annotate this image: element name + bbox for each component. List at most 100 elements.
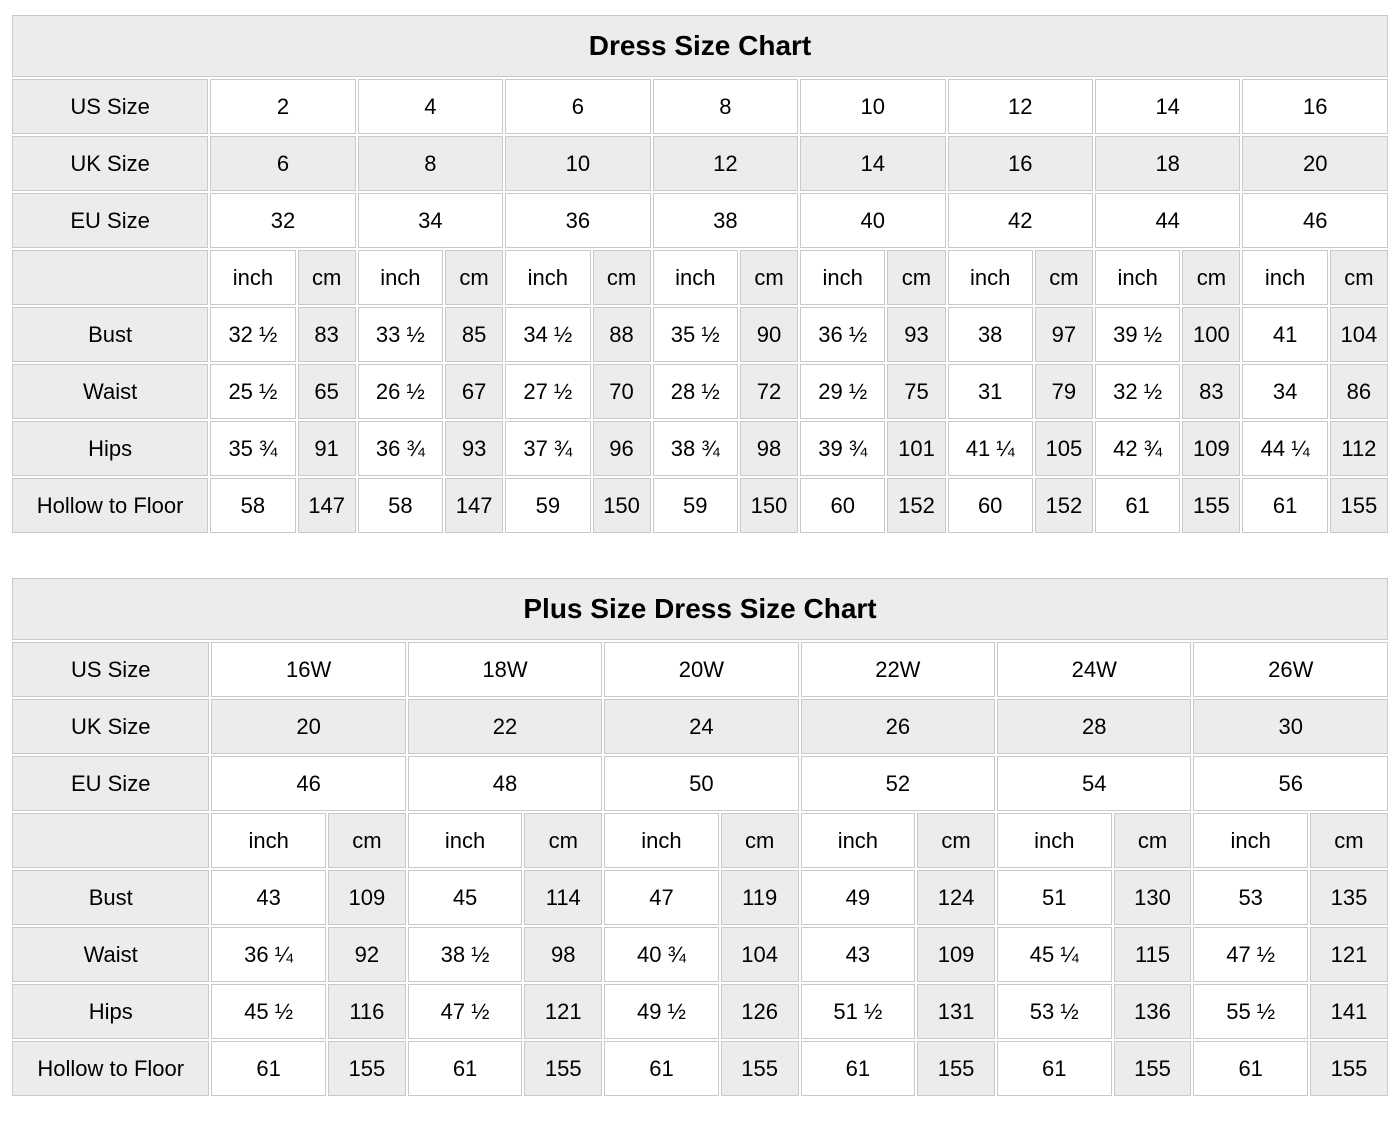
measure-cell-cm: 155 (327, 1041, 406, 1096)
measure-cell-inch: 61 (800, 1041, 916, 1096)
unit-header-inch: inch (997, 813, 1112, 868)
measure-cell-inch: 61 (1094, 478, 1181, 533)
row-label: US Size (12, 79, 209, 134)
unit-header-cm: cm (592, 250, 651, 305)
measure-cell-cm: 101 (887, 421, 946, 476)
measure-cell-inch: 43 (211, 870, 326, 925)
size-cell: 18 (1094, 136, 1241, 191)
row-label: Hips (12, 984, 210, 1039)
measure-cell-cm: 98 (524, 927, 603, 982)
measure-cell-cm: 109 (327, 870, 406, 925)
unit-header-cm: cm (1182, 250, 1241, 305)
measure-cell-inch: 61 (1242, 478, 1328, 533)
size-cell: 6 (505, 79, 651, 134)
size-cell: 32 (210, 193, 356, 248)
measure-cell-inch: 35 ¾ (210, 421, 296, 476)
table-title: Plus Size Dress Size Chart (12, 578, 1388, 640)
table-title: Dress Size Chart (12, 15, 1388, 77)
size-cell: 42 (947, 193, 1093, 248)
measure-cell-inch: 38 (947, 307, 1033, 362)
unit-row-corner (12, 813, 210, 868)
measure-cell-cm: 72 (739, 364, 799, 419)
unit-header-inch: inch (604, 813, 719, 868)
dress-size-chart-table: Dress Size Chart US Size 2 4 6 8 10 12 14 16 UK Si… (10, 13, 1390, 535)
size-cell: 22 (407, 699, 603, 754)
measure-cell-inch: 59 (505, 478, 591, 533)
row-label: EU Size (12, 756, 210, 811)
measure-cell-inch: 34 ½ (505, 307, 591, 362)
row-label: Bust (12, 307, 209, 362)
measure-cell-inch: 44 ¼ (1242, 421, 1328, 476)
measure-cell-inch: 60 (947, 478, 1033, 533)
row-label: EU Size (12, 193, 209, 248)
size-cell: 14 (800, 136, 946, 191)
measure-cell-inch: 53 (1193, 870, 1308, 925)
unit-header-inch: inch (1242, 250, 1328, 305)
size-cell: 14 (1094, 79, 1241, 134)
measure-cell-inch: 36 ¼ (211, 927, 326, 982)
measure-cell-cm: 147 (297, 478, 356, 533)
measure-cell-cm: 152 (887, 478, 946, 533)
measure-cell-inch: 36 ¾ (357, 421, 444, 476)
size-cell: 6 (210, 136, 356, 191)
unit-header-cm: cm (1309, 813, 1388, 868)
unit-header-cm: cm (327, 813, 406, 868)
size-cell: 44 (1094, 193, 1241, 248)
measure-cell-cm: 135 (1309, 870, 1388, 925)
unit-header-cm: cm (445, 250, 504, 305)
size-cell: 12 (652, 136, 799, 191)
unit-header-inch: inch (1094, 250, 1181, 305)
row-label: Hollow to Floor (12, 1041, 210, 1096)
size-charts-page: Dress Size Chart US Size 2 4 6 8 10 12 14 16 UK Si… (10, 13, 1390, 1096)
unit-header-inch: inch (652, 250, 738, 305)
size-cell: 16 (1242, 79, 1388, 134)
measure-cell-inch: 61 (1193, 1041, 1308, 1096)
measure-cell-cm: 91 (297, 421, 356, 476)
measure-cell-inch: 32 ½ (210, 307, 296, 362)
size-cell: 18W (407, 642, 603, 697)
measure-cell-cm: 67 (445, 364, 504, 419)
row-label: Waist (12, 927, 210, 982)
row-label: UK Size (12, 136, 209, 191)
measure-cell-cm: 112 (1329, 421, 1388, 476)
row-label: Waist (12, 364, 209, 419)
size-cell: 16W (211, 642, 406, 697)
measure-cell-inch: 51 (997, 870, 1112, 925)
measure-cell-inch: 49 (800, 870, 916, 925)
measure-cell-cm: 104 (720, 927, 799, 982)
measure-cell-cm: 92 (327, 927, 406, 982)
unit-header-cm: cm (720, 813, 799, 868)
unit-header-inch: inch (407, 813, 523, 868)
unit-header-cm: cm (1329, 250, 1388, 305)
measure-cell-inch: 42 ¾ (1094, 421, 1181, 476)
size-cell: 20 (211, 699, 406, 754)
measure-cell-cm: 121 (1309, 927, 1388, 982)
measure-cell-inch: 32 ½ (1094, 364, 1181, 419)
size-cell: 20W (604, 642, 799, 697)
size-cell: 54 (997, 756, 1192, 811)
unit-header-inch: inch (800, 813, 916, 868)
measure-cell-cm: 83 (297, 307, 356, 362)
measure-cell-cm: 124 (917, 870, 996, 925)
measure-cell-inch: 45 ¼ (997, 927, 1112, 982)
row-label: Bust (12, 870, 210, 925)
measure-cell-cm: 114 (524, 870, 603, 925)
measure-cell-cm: 150 (592, 478, 651, 533)
size-cell: 36 (505, 193, 651, 248)
measure-cell-inch: 39 ¾ (800, 421, 886, 476)
measure-cell-cm: 79 (1034, 364, 1093, 419)
measure-cell-cm: 119 (720, 870, 799, 925)
measure-cell-inch: 26 ½ (357, 364, 444, 419)
measure-cell-cm: 90 (739, 307, 799, 362)
size-cell: 34 (357, 193, 504, 248)
unit-header-cm: cm (917, 813, 996, 868)
unit-header-inch: inch (947, 250, 1033, 305)
measure-cell-inch: 53 ½ (997, 984, 1112, 1039)
measure-cell-inch: 43 (800, 927, 916, 982)
size-cell: 10 (505, 136, 651, 191)
measure-cell-inch: 45 (407, 870, 523, 925)
unit-header-cm: cm (1034, 250, 1093, 305)
measure-cell-cm: 97 (1034, 307, 1093, 362)
unit-header-cm: cm (739, 250, 799, 305)
measure-cell-cm: 121 (524, 984, 603, 1039)
